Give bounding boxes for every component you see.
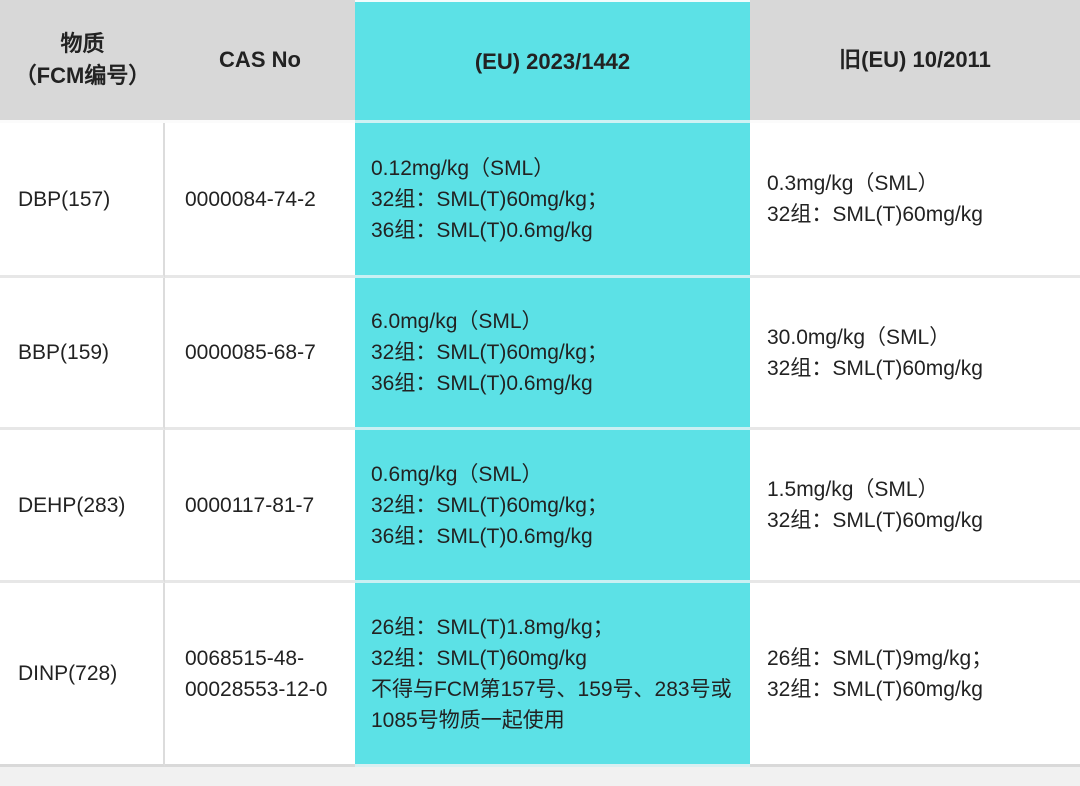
header-cell-substance: 物质 （FCM编号） bbox=[0, 0, 165, 123]
header-substance-line1: 物质 bbox=[60, 31, 105, 56]
cell-eu2011-dbp: 0.3mg/kg（SML） 32组：SML(T)60mg/kg bbox=[750, 123, 1080, 278]
cell-eu2011-dinp: 26组：SML(T)9mg/kg； 32组：SML(T)60mg/kg bbox=[750, 583, 1080, 767]
limit-line: 0.3mg/kg（SML） bbox=[767, 172, 939, 195]
cell-substance-dbp: DBP(157) bbox=[0, 123, 165, 278]
limit-line: 6.0mg/kg（SML） bbox=[371, 310, 543, 333]
header-eu2023-label: (EU) 2023/1442 bbox=[474, 48, 631, 74]
header-cell-cas: CAS No bbox=[165, 0, 355, 123]
cell-eu2011-bbp: 30.0mg/kg（SML） 32组：SML(T)60mg/kg bbox=[750, 278, 1080, 430]
limit-line: 32组：SML(T)60mg/kg bbox=[767, 509, 983, 532]
limit-line: 0.12mg/kg（SML） bbox=[371, 156, 555, 180]
limit-line: 0.6mg/kg（SML） bbox=[371, 462, 543, 486]
limit-line: 26组：SML(T)9mg/kg； bbox=[767, 646, 993, 670]
limit-line: 26组：SML(T)1.8mg/kg； bbox=[371, 615, 614, 639]
header-cell-eu2023: (EU) 2023/1442 bbox=[355, 0, 750, 123]
limit-line: 32组：SML(T)60mg/kg bbox=[371, 646, 587, 670]
cas-value: 0000085-68-7 bbox=[185, 341, 316, 364]
limit-line: 32组：SML(T)60mg/kg bbox=[767, 203, 983, 226]
limit-line: 32组：SML(T)60mg/kg bbox=[767, 677, 983, 701]
cell-cas-bbp: 0000085-68-7 bbox=[165, 278, 355, 430]
cas-value: 0000084-74-2 bbox=[185, 187, 316, 211]
limit-line: 36组：SML(T)0.6mg/kg bbox=[371, 218, 593, 242]
cell-eu2023-dbp: 0.12mg/kg（SML） 32组：SML(T)60mg/kg； 36组：SM… bbox=[355, 123, 750, 278]
cas-value: 00028553-12-0 bbox=[185, 677, 328, 701]
cell-substance-dehp: DEHP(283) bbox=[0, 430, 165, 583]
cell-substance-dinp: DINP(728) bbox=[0, 583, 165, 767]
cell-eu2023-dehp: 0.6mg/kg（SML） 32组：SML(T)60mg/kg； 36组：SML… bbox=[355, 430, 750, 583]
limit-line: 32组：SML(T)60mg/kg； bbox=[371, 493, 608, 517]
header-eu2011-label: 旧(EU) 10/2011 bbox=[839, 47, 991, 72]
limit-line: 32组：SML(T)60mg/kg； bbox=[371, 341, 608, 364]
limit-line: 30.0mg/kg（SML） bbox=[767, 325, 951, 349]
header-cas-label: CAS No bbox=[219, 47, 301, 72]
substance-label: DBP(157) bbox=[18, 187, 111, 211]
limit-line: 1.5mg/kg（SML） bbox=[767, 478, 939, 501]
cell-eu2023-dinp: 26组：SML(T)1.8mg/kg； 32组：SML(T)60mg/kg 不得… bbox=[355, 583, 750, 767]
header-substance-line2: （FCM编号） bbox=[14, 63, 151, 88]
cell-cas-dehp: 0000117-81-7 bbox=[165, 430, 355, 583]
header-cell-eu2011: 旧(EU) 10/2011 bbox=[750, 0, 1080, 123]
substance-label: DINP(728) bbox=[18, 662, 118, 685]
cell-eu2023-bbp: 6.0mg/kg（SML） 32组：SML(T)60mg/kg； 36组：SML… bbox=[355, 278, 750, 430]
cell-cas-dinp: 0068515-48- 00028553-12-0 bbox=[165, 583, 355, 767]
limit-line: 36组：SML(T)0.6mg/kg bbox=[371, 524, 593, 548]
cell-eu2011-dehp: 1.5mg/kg（SML） 32组：SML(T)60mg/kg bbox=[750, 430, 1080, 583]
substance-label: DEHP(283) bbox=[18, 493, 126, 517]
regulation-comparison-table: 物质 （FCM编号） CAS No (EU) 2023/1442 旧(EU) 1… bbox=[0, 0, 1080, 767]
limit-line: 32组：SML(T)60mg/kg； bbox=[371, 187, 608, 211]
cas-value: 0068515-48- bbox=[185, 646, 305, 670]
substance-label: BBP(159) bbox=[18, 341, 110, 364]
limit-line: 36组：SML(T)0.6mg/kg bbox=[371, 372, 593, 395]
cell-cas-dbp: 0000084-74-2 bbox=[165, 123, 355, 278]
cell-substance-bbp: BBP(159) bbox=[0, 278, 165, 430]
limit-line: 32组：SML(T)60mg/kg bbox=[767, 356, 983, 380]
cas-value: 0000117-81-7 bbox=[185, 493, 315, 517]
restriction-note: 不得与FCM第157号、159号、283号或1085号物质一起使用 bbox=[371, 677, 732, 732]
